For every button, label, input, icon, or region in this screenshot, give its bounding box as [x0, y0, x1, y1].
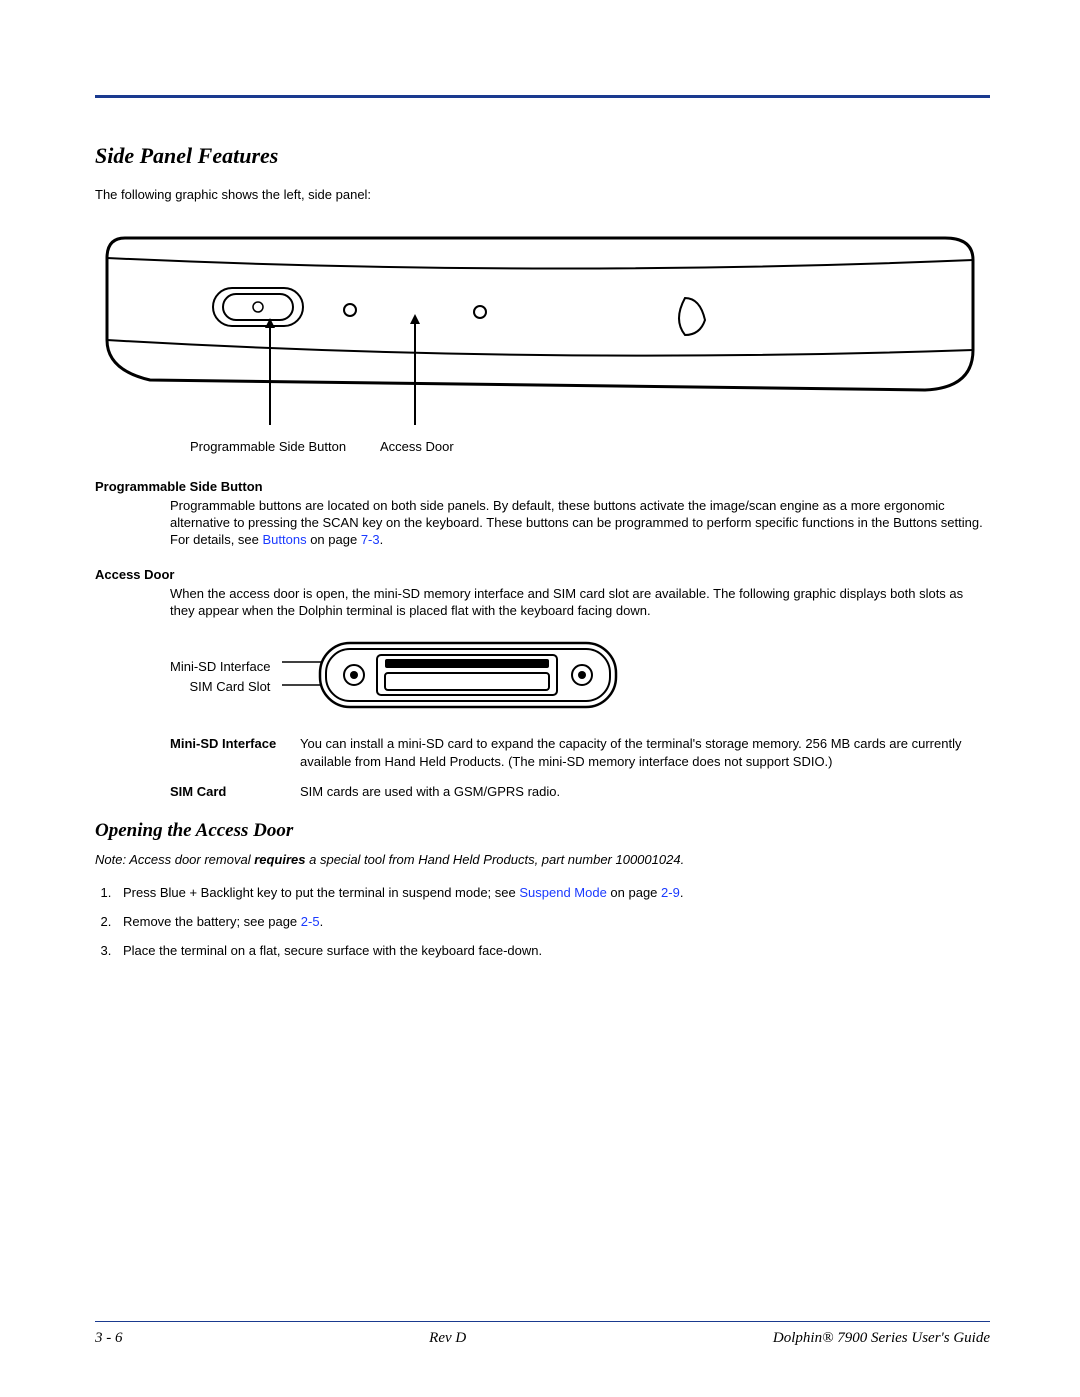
step-1-a: Press Blue + Backlight key to put the te… — [123, 885, 519, 900]
step-2-b: . — [320, 914, 324, 929]
figure-side-panel: Programmable Side Button Access Door — [95, 212, 990, 454]
top-rule — [95, 95, 990, 98]
step-1: Press Blue + Backlight key to put the te… — [115, 885, 990, 902]
suspend-page-link[interactable]: 2-9 — [661, 885, 680, 900]
access-door-text: When the access door is open, the mini-S… — [170, 586, 990, 620]
label-minisd: Mini-SD Interface — [170, 657, 270, 678]
step-1-b: on page — [607, 885, 661, 900]
sub-heading-access-door: Access Door — [95, 567, 990, 582]
footer-guide-title: Dolphin® 7900 Series User's Guide — [773, 1330, 990, 1347]
buttons-link[interactable]: Buttons — [263, 532, 307, 547]
def-term-sim: SIM Card — [170, 783, 300, 801]
callout-access-door: Access Door — [380, 439, 530, 454]
label-sim: SIM Card Slot — [170, 677, 270, 698]
buttons-page-link[interactable]: 7-3 — [361, 532, 380, 547]
footer-page-number: 3 - 6 — [95, 1330, 123, 1347]
step-2: Remove the battery; see page 2-5. — [115, 914, 990, 931]
sub-heading-prog-button: Programmable Side Button — [95, 479, 990, 494]
suspend-mode-link[interactable]: Suspend Mode — [519, 885, 606, 900]
callout-programmable-button: Programmable Side Button — [190, 439, 380, 454]
section-heading-opening-door: Opening the Access Door — [95, 820, 990, 842]
note-text: Note: Access door removal requires a spe… — [95, 852, 990, 867]
note-prefix: Note: Access door removal — [95, 852, 254, 867]
steps-list: Press Blue + Backlight key to put the te… — [95, 885, 990, 960]
battery-page-link[interactable]: 2-5 — [301, 914, 320, 929]
page-footer: 3 - 6 Dolphin® 7900 Series User's Guide … — [95, 1321, 990, 1347]
def-desc-minisd: You can install a mini-SD card to expand… — [300, 735, 990, 770]
intro-text: The following graphic shows the left, si… — [95, 187, 990, 202]
figure-slots: Mini-SD Interface SIM Card Slot — [170, 637, 990, 717]
step-3: Place the terminal on a flat, secure sur… — [115, 943, 990, 960]
note-bold: requires — [254, 852, 305, 867]
step-2-a: Remove the battery; see page — [123, 914, 301, 929]
note-suffix: a special tool from Hand Held Products, … — [306, 852, 685, 867]
prog-button-text-b: on page — [307, 532, 361, 547]
section-heading-side-panel: Side Panel Features — [95, 143, 990, 169]
prog-button-text: Programmable buttons are located on both… — [170, 498, 990, 549]
def-desc-sim: SIM cards are used with a GSM/GPRS radio… — [300, 783, 990, 801]
step-1-c: . — [680, 885, 684, 900]
prog-button-text-c: . — [380, 532, 384, 547]
def-term-minisd: Mini-SD Interface — [170, 735, 300, 770]
